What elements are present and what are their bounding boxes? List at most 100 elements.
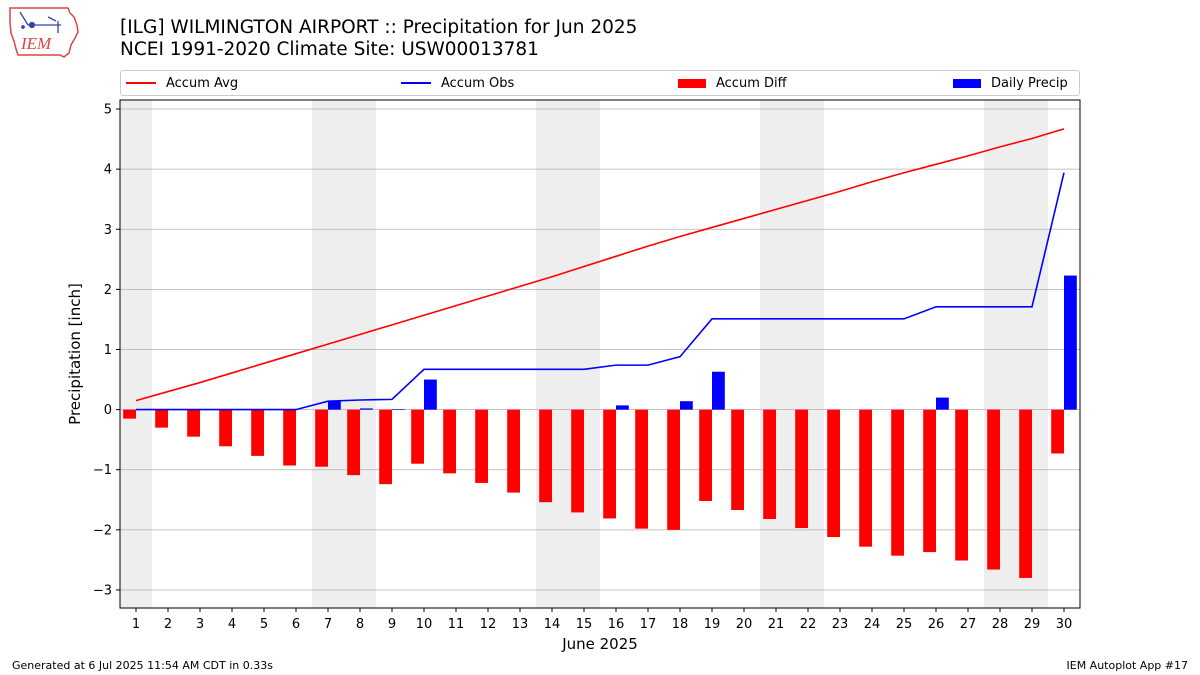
daily-precip-bar xyxy=(392,409,405,410)
accum-diff-bar xyxy=(955,409,968,561)
accum-diff-bar xyxy=(475,409,488,483)
legend-label-accum-diff: Accum Diff xyxy=(716,75,787,91)
x-tick-label: 2 xyxy=(164,617,172,632)
x-tick-label: 22 xyxy=(800,617,817,632)
daily-precip-bars xyxy=(328,275,1077,410)
legend-swatch-daily-precip xyxy=(953,78,981,88)
x-axis-label: June 2025 xyxy=(561,635,638,653)
accum-diff-bar xyxy=(187,409,200,437)
weekend-band xyxy=(312,100,344,608)
y-tick-label: 0 xyxy=(104,403,112,418)
legend-label-daily-precip: Daily Precip xyxy=(991,75,1068,91)
x-tick-label: 15 xyxy=(576,617,593,632)
accum-diff-bar xyxy=(411,409,424,464)
accum-lines xyxy=(135,128,1065,411)
x-tick-label: 6 xyxy=(292,617,300,632)
footer-app: IEM Autoplot App #17 xyxy=(1066,659,1189,672)
accum-diff-bar xyxy=(923,409,936,553)
x-tick-label: 20 xyxy=(736,617,753,632)
accum-diff-bar xyxy=(443,409,456,474)
daily-precip-bar xyxy=(936,397,949,410)
x-tick-label: 28 xyxy=(992,617,1009,632)
accum-diff-bar xyxy=(603,409,616,519)
y-tick-label: −3 xyxy=(93,583,112,598)
daily-precip-bar xyxy=(712,371,725,410)
plot-frame xyxy=(119,99,1081,609)
accum-diff-bar xyxy=(507,409,520,493)
x-tick-label: 26 xyxy=(928,617,945,632)
x-tick-label: 5 xyxy=(260,617,268,632)
iem-logo: IEM xyxy=(9,7,79,58)
x-tick-label: 13 xyxy=(512,617,529,632)
accum-diff-bar xyxy=(827,409,840,538)
accum-diff-bar xyxy=(667,409,680,530)
accum-avg-line xyxy=(135,128,1065,402)
accum-diff-bar xyxy=(731,409,744,511)
legend-item-accum-obs: Accum Obs xyxy=(401,71,514,95)
x-tick-label: 1 xyxy=(132,617,140,632)
x-tick-label: 30 xyxy=(1056,617,1073,632)
accum-diff-bar xyxy=(155,409,168,428)
accum-diff-bar xyxy=(347,409,360,476)
legend-item-accum-diff: Accum Diff xyxy=(678,71,787,95)
y-tick-label: 3 xyxy=(104,223,112,238)
accum-diff-bar xyxy=(699,409,712,501)
accum-diff-bar xyxy=(251,409,264,456)
daily-precip-bar xyxy=(328,401,341,410)
footer-generated: Generated at 6 Jul 2025 11:54 AM CDT in … xyxy=(12,659,273,672)
accum-diff-bar xyxy=(315,409,328,467)
y-tick-label: −2 xyxy=(93,523,112,538)
accum-diff-bar xyxy=(635,409,648,529)
weekend-band xyxy=(568,100,600,608)
x-tick-label: 4 xyxy=(228,617,236,632)
accum-diff-bar xyxy=(859,409,872,547)
accum-diff-bar xyxy=(763,409,776,520)
logo-text: IEM xyxy=(20,34,52,53)
y-tick-label: 2 xyxy=(104,283,112,298)
x-tick-label: 23 xyxy=(832,617,849,632)
accum-diff-bar xyxy=(123,409,136,419)
legend-item-daily-precip: Daily Precip xyxy=(953,71,1068,95)
y-tick-label: 1 xyxy=(104,343,112,358)
weekend-band xyxy=(344,100,376,608)
x-tick-label: 8 xyxy=(356,617,364,632)
daily-precip-bar xyxy=(1064,275,1077,410)
chart-legend: Accum Avg Accum Obs Accum Diff Daily Pre… xyxy=(120,70,1080,96)
x-tick-label: 27 xyxy=(960,617,977,632)
daily-precip-bar xyxy=(616,405,629,410)
legend-swatch-accum-diff xyxy=(678,78,706,88)
x-tick-label: 19 xyxy=(704,617,721,632)
legend-item-accum-avg: Accum Avg xyxy=(126,71,238,95)
weekend-band xyxy=(120,100,152,608)
chart-title: [ILG] WILMINGTON AIRPORT :: Precipitatio… xyxy=(120,17,638,38)
weather-station-icon xyxy=(19,11,61,33)
accum-diff-bar xyxy=(379,409,392,485)
weekend-shading xyxy=(120,100,1048,608)
x-tick-label: 24 xyxy=(864,617,881,632)
accum-diff-bar xyxy=(571,409,584,513)
accum-diff-bar xyxy=(539,409,552,503)
x-tick-label: 10 xyxy=(416,617,433,632)
weekend-band xyxy=(792,100,824,608)
legend-label-accum-avg: Accum Avg xyxy=(166,75,239,91)
x-tick-label: 16 xyxy=(608,617,625,632)
chart-subtitle: NCEI 1991-2020 Climate Site: USW00013781 xyxy=(120,39,539,60)
x-tick-label: 25 xyxy=(896,617,913,632)
legend-swatch-accum-obs xyxy=(401,82,431,84)
x-tick-label: 14 xyxy=(544,617,561,632)
grid-lines xyxy=(120,108,1080,591)
accum-diff-bar xyxy=(219,409,232,447)
daily-precip-bar xyxy=(424,379,437,410)
accum-diff-bar xyxy=(283,409,296,466)
legend-swatch-accum-avg xyxy=(126,82,156,84)
x-tick-label: 11 xyxy=(448,617,465,632)
accum-diff-bar xyxy=(795,409,808,529)
x-tick-label: 12 xyxy=(480,617,497,632)
x-tick-label: 7 xyxy=(324,617,332,632)
iowa-outline-icon xyxy=(9,7,79,58)
y-tick-label: 4 xyxy=(104,163,112,178)
legend-label-accum-obs: Accum Obs xyxy=(441,75,515,91)
accum-diff-bar xyxy=(987,409,1000,570)
